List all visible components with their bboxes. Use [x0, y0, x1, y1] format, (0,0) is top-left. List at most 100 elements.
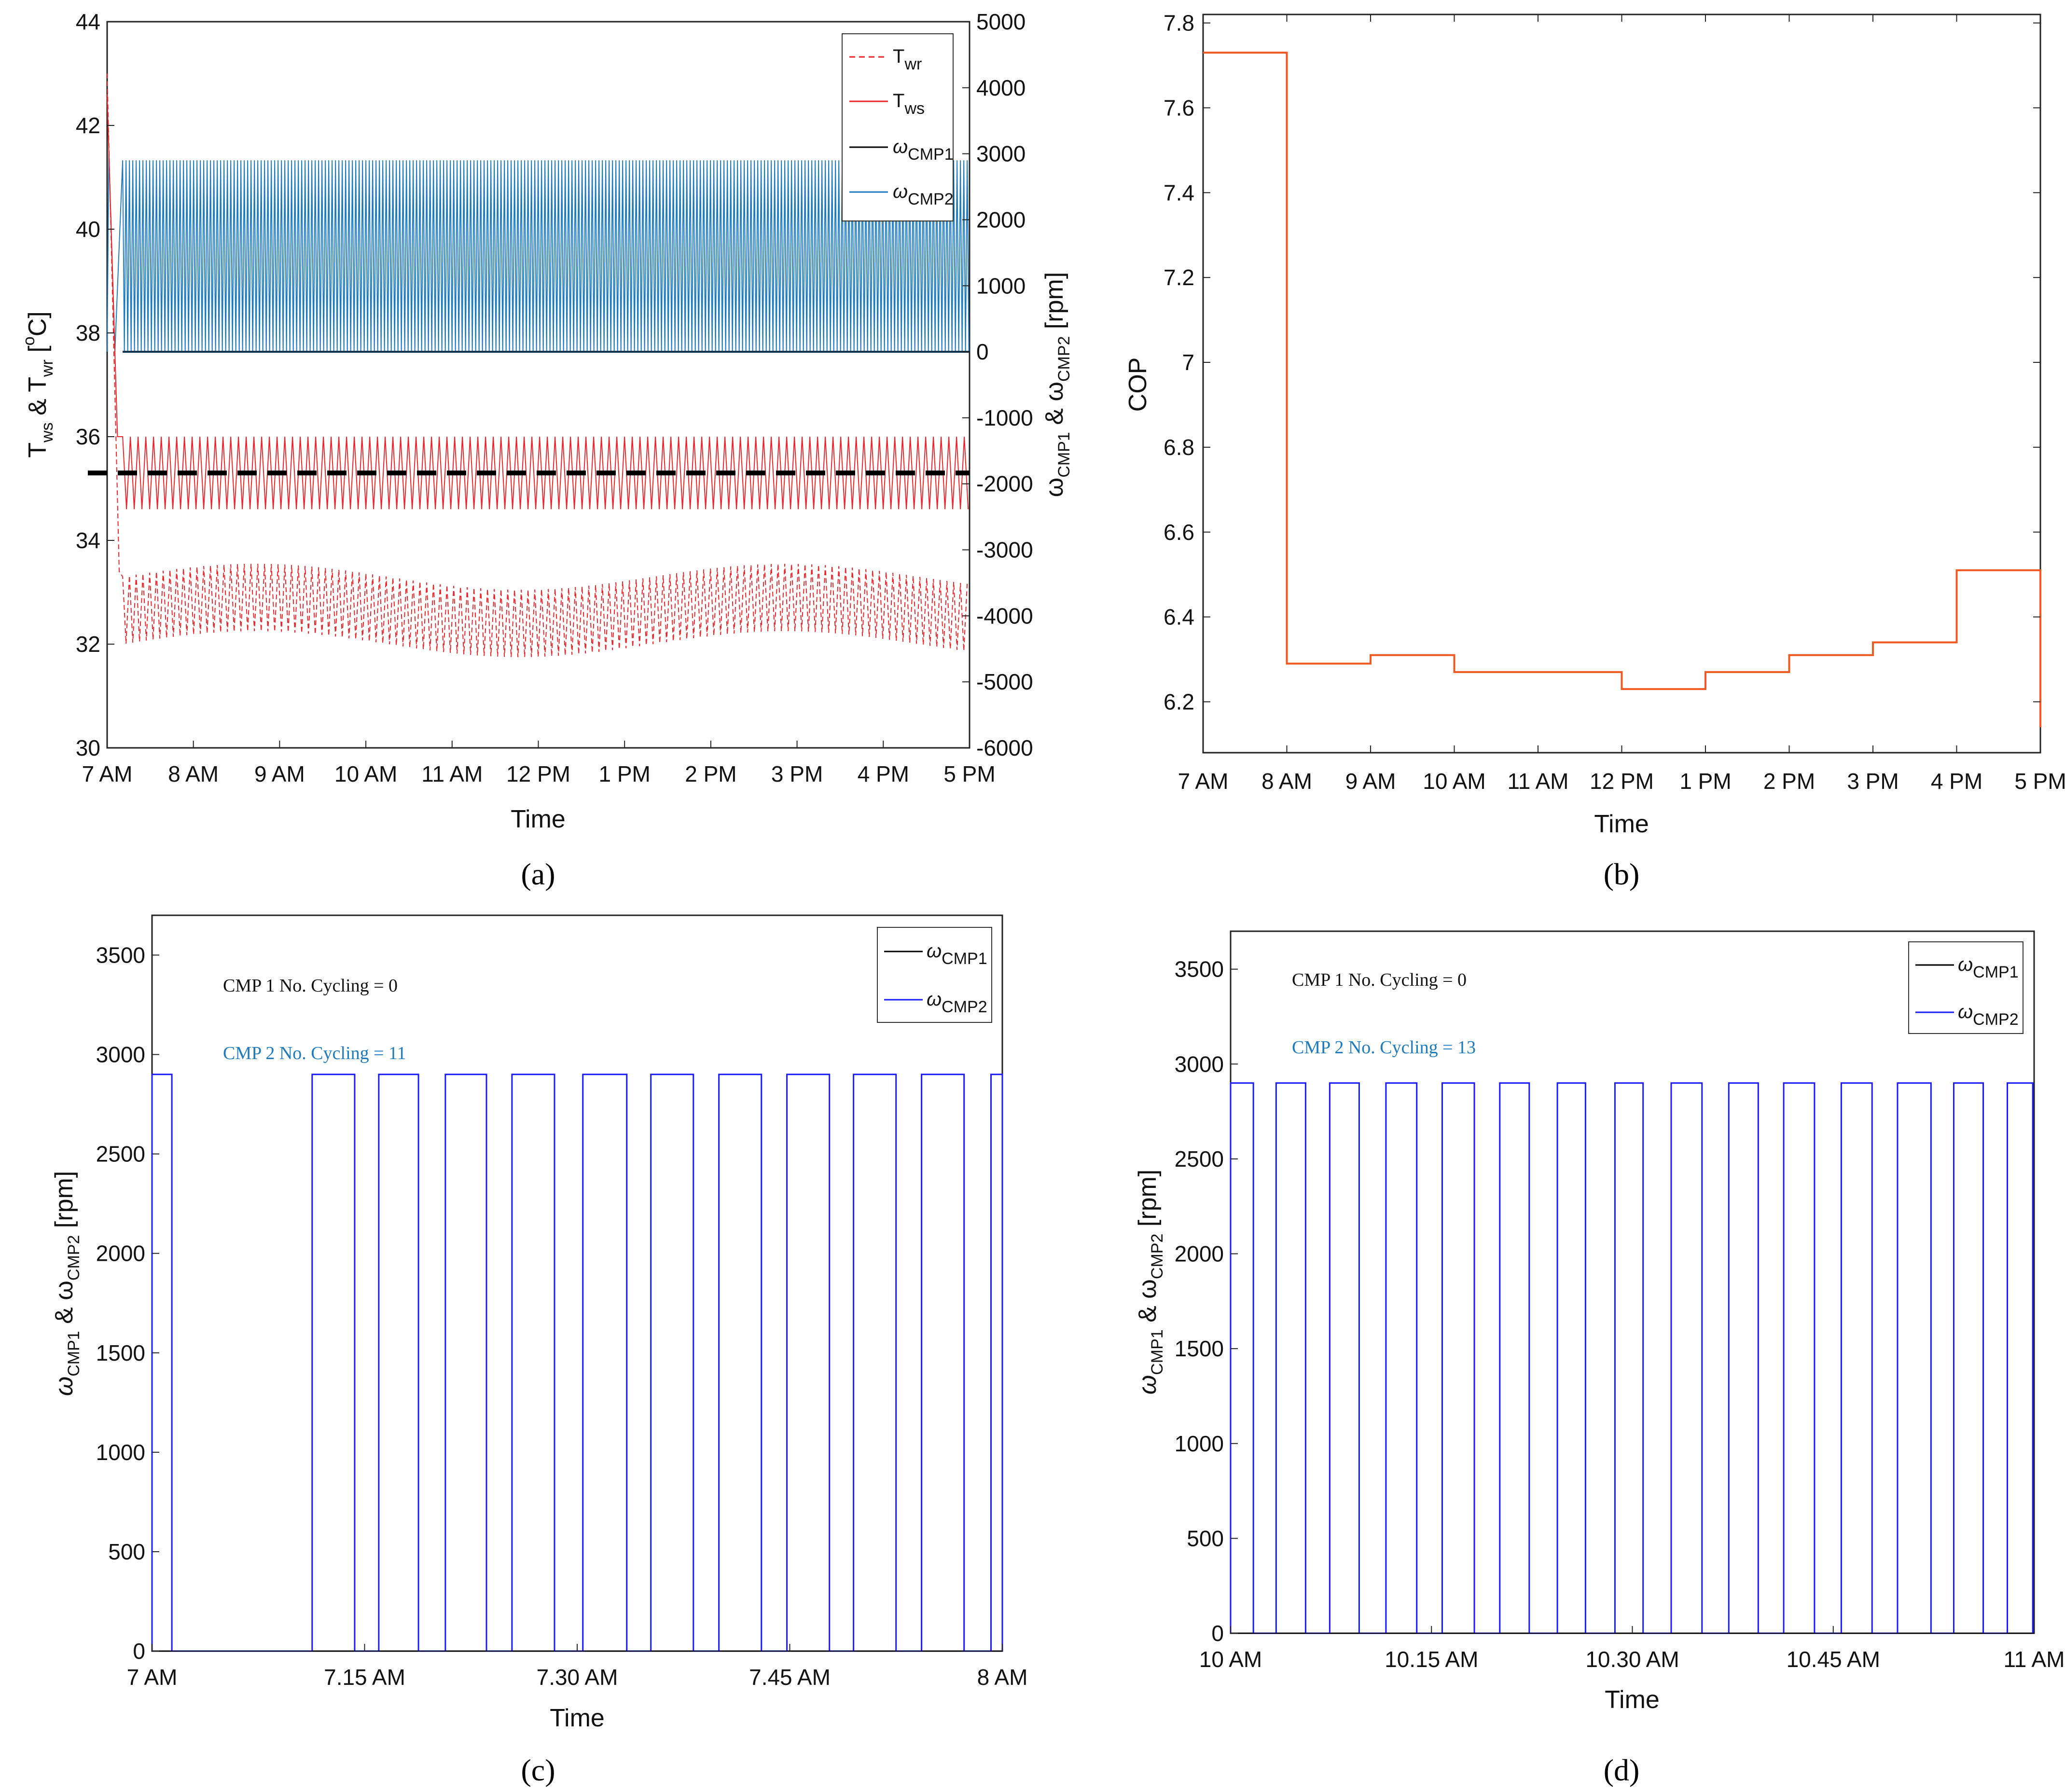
- twr-series-line: [107, 73, 968, 657]
- x-tick-label: 1 PM: [599, 761, 651, 786]
- chart-d-ylabel: ωCMP1 & ωCMP2 [rpm]: [1134, 1170, 1166, 1395]
- x-tick-label: 5 PM: [943, 761, 995, 786]
- y-left-tick-label: 44: [76, 9, 100, 34]
- y-left-tick-label: 36: [76, 424, 100, 449]
- chart-c-annotation-cmp1: CMP 1 No. Cycling = 0: [223, 976, 398, 996]
- x-tick-label: 1 PM: [1679, 769, 1731, 794]
- x-tick-label: 9 AM: [254, 761, 305, 786]
- chart-d-annotation-cmp2: CMP 2 No. Cycling = 13: [1292, 1037, 1476, 1058]
- chart-a-ylabel-right: ωCMP1 & ωCMP2 [rpm]: [1040, 272, 1073, 497]
- y-tick-label: 3000: [1175, 1051, 1224, 1076]
- y-left-tick-label: 30: [76, 735, 100, 760]
- svg-text:ωCMP1: ωCMP1: [893, 136, 954, 164]
- chart-a-legend: Twr Tws ωCMP1 ωCMP2: [842, 33, 954, 221]
- x-tick-label: 2 PM: [1763, 769, 1815, 794]
- y-right-tick-label: -6000: [976, 735, 1033, 760]
- panel-label-a: (a): [521, 857, 555, 891]
- x-tick-label: 10 AM: [1423, 769, 1485, 794]
- x-tick-label: 3 PM: [1847, 769, 1899, 794]
- chart-c-ylabel: ωCMP1 & ωCMP2 [rpm]: [50, 1171, 83, 1396]
- svg-text:ωCMP2: ωCMP2: [893, 181, 954, 208]
- cmp2-series-line: [107, 153, 970, 352]
- y-right-tick-label: 2000: [976, 207, 1026, 232]
- y-right-tick-label: -5000: [976, 669, 1033, 694]
- chart-a: 7 AM 8 AM 9 AM 10 AM 11 AM 12 PM 1 PM 2 PM 3 PM 4…: [20, 9, 1073, 891]
- chart-d-xlabel: Time: [1605, 1686, 1660, 1714]
- y-right-tick-label: 5000: [976, 9, 1026, 34]
- x-tick-label: 5 PM: [2014, 769, 2065, 794]
- y-left-tick-label: 34: [76, 528, 100, 553]
- y-tick-label: 1500: [1175, 1336, 1224, 1361]
- x-tick-label: 8 AM: [1261, 769, 1312, 794]
- y-right-tick-label: -3000: [976, 538, 1033, 563]
- y-right-tick-label: 4000: [976, 75, 1026, 100]
- x-tick-label: 7.45 AM: [749, 1665, 831, 1690]
- cmp2-series-line: [1230, 1082, 2034, 1634]
- x-tick-label: 11 AM: [421, 761, 483, 786]
- chart-c: 7 AM 7.15 AM 7.30 AM 7.45 AM 8 AM 0 500 1000 150…: [50, 914, 1027, 1787]
- x-tick-label: 10.30 AM: [1585, 1647, 1679, 1672]
- chart-b-xlabel: Time: [1594, 810, 1649, 838]
- x-tick-label: 2 PM: [685, 761, 736, 786]
- svg-text:Tws: Tws: [893, 90, 925, 118]
- y-tick-label: 1500: [96, 1340, 145, 1365]
- y-tick-label: 0: [1211, 1621, 1224, 1646]
- y-tick-label: 3500: [96, 942, 145, 967]
- x-tick-label: 7.30 AM: [537, 1665, 618, 1690]
- x-tick-label: 4 PM: [858, 761, 909, 786]
- x-tick-label: 10.45 AM: [1787, 1647, 1880, 1672]
- y-tick-label: 2500: [96, 1142, 145, 1167]
- x-tick-label: 10 AM: [1199, 1647, 1262, 1672]
- chart-d-annotation-cmp1: CMP 1 No. Cycling = 0: [1292, 970, 1467, 990]
- y-tick-label: 7.6: [1164, 95, 1194, 120]
- svg-text:ωCMP2: ωCMP2: [927, 989, 987, 1016]
- y-tick-label: 2000: [96, 1241, 145, 1266]
- y-tick-label: 3500: [1175, 957, 1224, 982]
- y-right-tick-label: 3000: [976, 141, 1026, 166]
- y-tick-label: 7.2: [1164, 265, 1194, 290]
- svg-text:ωCMP2: ωCMP2: [1958, 1001, 2019, 1029]
- y-left-tick-label: 42: [76, 113, 100, 138]
- y-tick-label: 2500: [1175, 1146, 1224, 1172]
- panel-label-b: (b): [1604, 857, 1640, 891]
- x-tick-label: 10.15 AM: [1385, 1647, 1478, 1672]
- y-tick-label: 500: [108, 1539, 145, 1564]
- y-tick-label: 6.8: [1164, 435, 1194, 460]
- y-right-tick-label: -4000: [976, 603, 1033, 628]
- chart-c-xlabel: Time: [550, 1704, 605, 1732]
- chart-a-xlabel: Time: [511, 805, 566, 833]
- chart-a-ylabel-left: Tws & Twr [oC]: [20, 311, 56, 457]
- x-tick-label: 12 PM: [1590, 769, 1654, 794]
- chart-c-legend: ωCMP1 ωCMP2: [877, 927, 992, 1023]
- x-tick-label: 8 AM: [168, 761, 219, 786]
- panel-label-c: (c): [521, 1753, 555, 1787]
- y-tick-label: 500: [1187, 1526, 1224, 1551]
- y-right-tick-label: 1000: [976, 273, 1026, 298]
- y-tick-label: 7: [1182, 350, 1194, 375]
- y-left-tick-label: 32: [76, 632, 100, 657]
- chart-d: 10 AM 10.15 AM 10.30 AM 10.45 AM 11 AM 0 500 10…: [1134, 930, 2065, 1787]
- x-tick-label: 10 AM: [334, 761, 397, 786]
- x-tick-label: 7 AM: [82, 761, 133, 786]
- x-tick-label: 7 AM: [127, 1665, 178, 1690]
- y-tick-label: 6.2: [1164, 689, 1194, 714]
- x-tick-label: 9 AM: [1345, 769, 1396, 794]
- svg-text:Twr: Twr: [893, 46, 922, 73]
- x-tick-label: 11 AM: [2004, 1647, 2065, 1672]
- cop-series-line: [1203, 52, 2041, 728]
- y-tick-label: 0: [133, 1639, 145, 1664]
- x-tick-label: 3 PM: [771, 761, 823, 786]
- y-right-tick-label: -2000: [976, 471, 1033, 496]
- y-left-tick-label: 40: [76, 217, 100, 242]
- chart-b-ylabel: COP: [1124, 358, 1152, 412]
- y-tick-label: 7.4: [1164, 180, 1194, 205]
- chart-c-annotation-cmp2: CMP 2 No. Cycling = 11: [223, 1043, 406, 1063]
- svg-text:ωCMP1: ωCMP1: [1958, 954, 2019, 981]
- y-right-tick-label: -1000: [976, 405, 1033, 430]
- cmp2-series-line: [151, 1074, 1003, 1652]
- chart-d-legend: ωCMP1 ωCMP2: [1908, 941, 2023, 1034]
- y-tick-label: 2000: [1175, 1241, 1224, 1267]
- x-tick-label: 12 PM: [506, 761, 570, 786]
- y-tick-label: 7.8: [1164, 11, 1194, 36]
